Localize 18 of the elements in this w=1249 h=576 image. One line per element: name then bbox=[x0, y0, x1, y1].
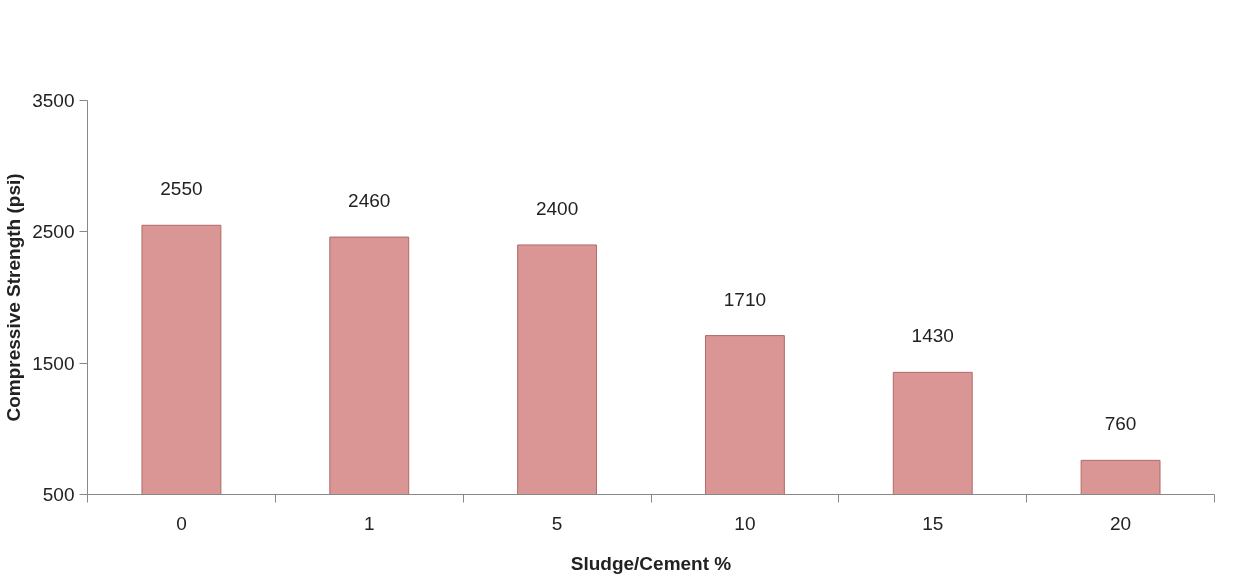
x-tick-label: 1 bbox=[363, 512, 375, 534]
data-label: 1710 bbox=[723, 288, 767, 310]
x-tick-label: 5 bbox=[551, 512, 563, 534]
y-axis-title: Compressive Strength (psi) bbox=[3, 173, 25, 422]
x-axis-title: Sludge/Cement % bbox=[570, 552, 732, 574]
data-label: 2460 bbox=[348, 190, 391, 212]
x-tick-label: 10 bbox=[734, 512, 756, 534]
y-tick-label: 3500 bbox=[32, 90, 75, 111]
data-label: 2400 bbox=[535, 197, 579, 219]
y-tick-label: 1500 bbox=[32, 352, 75, 374]
data-label: 760 bbox=[1104, 413, 1137, 435]
y-tick-label: 500 bbox=[42, 484, 75, 505]
data-label: 1430 bbox=[911, 325, 954, 347]
x-tick-label: 20 bbox=[1110, 512, 1132, 534]
x-tick-label: 0 bbox=[176, 512, 187, 534]
data-label: 2550 bbox=[160, 178, 203, 200]
x-tick-label: 15 bbox=[922, 512, 944, 534]
y-tick-label: 2500 bbox=[32, 221, 75, 243]
